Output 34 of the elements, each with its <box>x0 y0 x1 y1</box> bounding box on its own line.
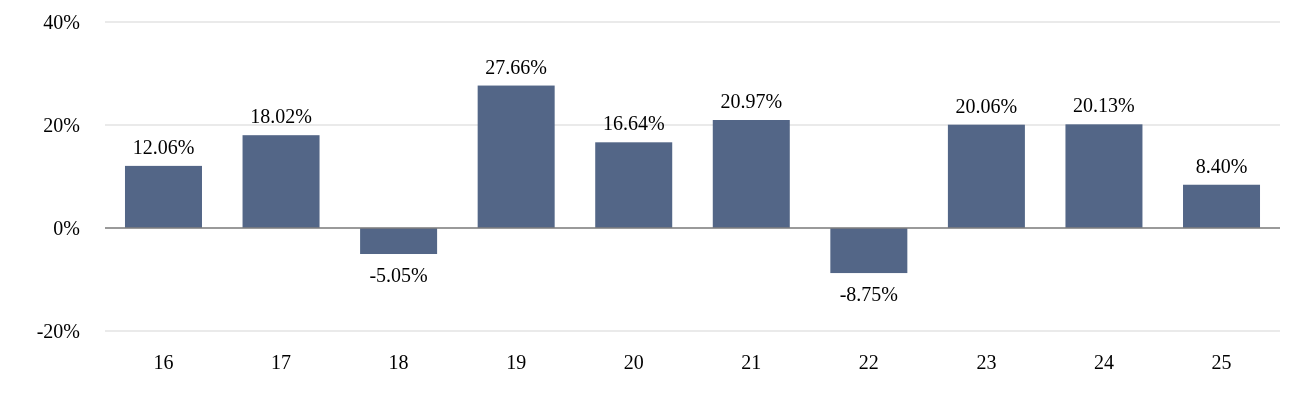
bar <box>595 142 673 228</box>
data-label: 18.02% <box>250 105 312 128</box>
x-tick-label: 16 <box>153 351 174 373</box>
data-label: 8.40% <box>1195 154 1248 177</box>
data-label: -5.05% <box>369 264 428 287</box>
bar <box>360 228 438 255</box>
bar <box>1065 124 1143 228</box>
y-tick-label: 40% <box>43 11 80 33</box>
data-label: 20.97% <box>720 90 783 112</box>
x-tick-label: 23 <box>976 351 997 373</box>
bar <box>124 165 202 228</box>
x-tick-label: 21 <box>741 351 762 373</box>
bar <box>477 85 555 228</box>
data-label: 20.06% <box>955 94 1018 117</box>
x-tick-label: 25 <box>1211 351 1232 373</box>
data-label: 16.64% <box>602 112 665 135</box>
x-tick-label: 24 <box>1093 351 1114 373</box>
y-tick-label: -20% <box>36 320 80 342</box>
x-tick-label: 18 <box>388 351 409 373</box>
x-tick-label: 20 <box>623 351 644 373</box>
bar <box>712 120 790 228</box>
data-label: 20.13% <box>1073 94 1135 117</box>
y-tick-label: 0% <box>53 217 80 239</box>
data-label: -8.75% <box>839 283 898 306</box>
bar <box>242 135 320 228</box>
x-tick-label: 19 <box>506 351 527 373</box>
data-label: 12.06% <box>132 135 195 158</box>
y-tick-label: 20% <box>43 114 80 136</box>
bar <box>947 124 1025 228</box>
x-tick-label: 17 <box>271 351 292 373</box>
bar <box>830 228 908 274</box>
x-tick-label: 22 <box>858 351 879 373</box>
data-label: 27.66% <box>485 55 547 78</box>
bar <box>1183 184 1261 228</box>
